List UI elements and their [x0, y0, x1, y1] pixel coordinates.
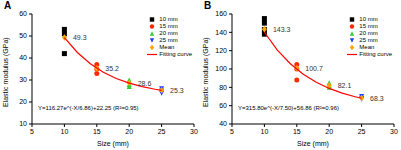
- svg-text:60: 60: [19, 10, 27, 17]
- svg-text:100.7: 100.7: [305, 65, 323, 72]
- svg-text:20: 20: [19, 98, 27, 105]
- svg-text:15: 15: [93, 128, 101, 135]
- svg-text:40: 40: [219, 120, 227, 127]
- svg-text:40: 40: [19, 54, 27, 61]
- svg-text:60: 60: [219, 102, 227, 109]
- html-text:25 mm: 25 mm: [159, 37, 178, 43]
- svg-text:28.6: 28.6: [138, 80, 152, 87]
- svg-text:25: 25: [358, 128, 366, 135]
- html-text:Fitting curve: Fitting curve: [359, 51, 392, 57]
- html-text:10 mm: 10 mm: [359, 16, 378, 22]
- html-text:A: A: [4, 0, 12, 11]
- svg-text:Size (mm): Size (mm): [97, 140, 129, 148]
- svg-text:140: 140: [215, 29, 227, 36]
- svg-text:Size (mm): Size (mm): [297, 140, 329, 148]
- html-text:25 mm: 25 mm: [359, 37, 378, 43]
- svg-text:143.3: 143.3: [273, 26, 291, 33]
- svg-text:30: 30: [190, 128, 198, 135]
- html-text:15 mm: 15 mm: [359, 23, 378, 29]
- html-text:10 mm: 10 mm: [159, 16, 178, 22]
- svg-text:49.3: 49.3: [73, 34, 87, 41]
- svg-text:10: 10: [61, 128, 69, 135]
- svg-text:35.2: 35.2: [105, 65, 119, 72]
- svg-text:82.1: 82.1: [338, 82, 352, 89]
- svg-text:5: 5: [30, 128, 34, 135]
- svg-text:25.3: 25.3: [170, 87, 184, 94]
- html-text:Y=116.27e^(-X/6.86)+22.25 (R²=: Y=116.27e^(-X/6.86)+22.25 (R²=0.95): [38, 105, 139, 111]
- svg-text:20: 20: [325, 128, 333, 135]
- html-text:20 mm: 20 mm: [359, 30, 378, 36]
- svg-text:10: 10: [19, 120, 27, 127]
- svg-text:160: 160: [215, 10, 227, 17]
- html-text:15 mm: 15 mm: [159, 23, 178, 29]
- svg-text:30: 30: [390, 128, 393, 135]
- svg-text:50: 50: [19, 32, 27, 39]
- svg-text:20: 20: [125, 128, 133, 135]
- svg-text:Elastic modulus (GPa): Elastic modulus (GPa): [8, 37, 10, 107]
- svg-text:10: 10: [261, 128, 269, 135]
- svg-text:Elastic modulus (GPa): Elastic modulus (GPa): [202, 37, 210, 107]
- html-text:B: B: [204, 0, 212, 11]
- svg-text:100: 100: [215, 65, 227, 72]
- html-text:Y=315.80e^(-X/7.50)+56.86 (R²=: Y=315.80e^(-X/7.50)+56.86 (R²=0.96): [238, 105, 339, 111]
- html-text:Mean: Mean: [159, 44, 175, 50]
- svg-text:15: 15: [293, 128, 301, 135]
- svg-text:68.3: 68.3: [370, 95, 384, 102]
- svg-text:5: 5: [230, 128, 234, 135]
- svg-text:80: 80: [219, 84, 227, 91]
- svg-text:30: 30: [19, 76, 27, 83]
- svg-text:25: 25: [158, 128, 166, 135]
- html-text:20 mm: 20 mm: [159, 30, 178, 36]
- html-text:Mean: Mean: [359, 44, 375, 50]
- svg-text:120: 120: [215, 47, 227, 54]
- html-text:Fitting curve: Fitting curve: [159, 51, 192, 57]
